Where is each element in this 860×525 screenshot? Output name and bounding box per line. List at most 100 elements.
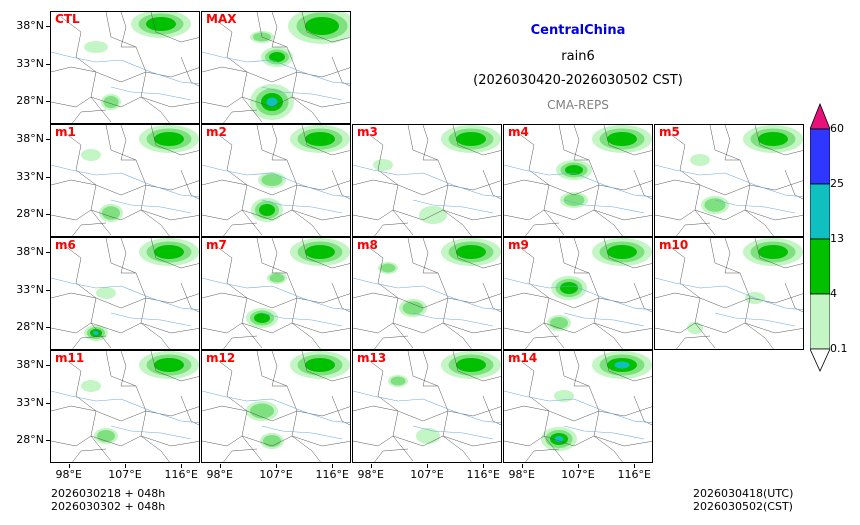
lon-tick-label: 98°E	[508, 468, 535, 481]
province-borders	[51, 351, 199, 462]
lat-tick	[46, 252, 50, 254]
rain-contour-1-lv1	[402, 301, 424, 315]
lat-tick-label: 33°N	[16, 169, 44, 183]
member-panel-m7: m7	[201, 237, 351, 350]
rain-contour-2-lv0	[96, 287, 116, 299]
member-panel-m6: m6	[50, 237, 200, 350]
chart-variable: rain6	[561, 49, 595, 64]
lat-tick-label: 28°N	[16, 320, 44, 334]
rain-contour-0-lv2	[456, 358, 486, 372]
precip-map	[504, 238, 652, 349]
lon-tick-label: 107°E	[259, 468, 293, 481]
member-label: m1	[55, 125, 76, 139]
rain-contour-2-lv0	[81, 149, 101, 161]
colorbar-segment-0	[810, 128, 830, 185]
colorbar-segment-2	[810, 238, 830, 295]
precip-map	[655, 125, 803, 236]
chart-model: CMA-REPS	[547, 98, 609, 112]
member-panel-m14: m14	[503, 350, 653, 463]
rain-contour-1-lv1	[102, 206, 120, 220]
lat-tick	[46, 63, 50, 65]
rain-contour-2-lv0	[690, 154, 710, 166]
precip-map	[51, 125, 199, 236]
rain-contour-0-lv3	[614, 361, 630, 369]
lon-tick	[125, 464, 126, 468]
footer-valid-times: 2026030418(UTC) 2026030502(CST)	[693, 487, 793, 513]
lat-tick-label: 28°N	[16, 433, 44, 447]
rain-contour-0-lv2	[154, 358, 184, 372]
footer-valid-cst: 2026030502(CST)	[693, 500, 793, 513]
colorbar-extend-min	[810, 348, 830, 372]
member-label: m12	[206, 351, 236, 365]
lon-tick	[68, 464, 70, 468]
lat-tick	[46, 327, 50, 329]
member-label: m6	[55, 238, 76, 252]
rain-contour-2-lv1	[380, 263, 396, 273]
member-label: m9	[508, 238, 529, 252]
rain-contour-0-lv2	[305, 17, 339, 35]
member-panel-m11: m11	[50, 350, 200, 463]
lat-tick	[46, 214, 50, 216]
province-borders	[655, 238, 803, 349]
lat-tick	[46, 139, 50, 141]
rain-contour-2-lv1	[550, 317, 568, 329]
lon-tick	[634, 464, 636, 468]
lon-tick-label: 107°E	[561, 468, 595, 481]
rain-contour-2-lv1	[563, 194, 585, 206]
rain-contour-2-lv0	[554, 390, 574, 402]
member-panel-m8: m8	[352, 237, 502, 350]
lat-tick	[46, 176, 50, 178]
member-panel-m4: m4	[503, 124, 653, 237]
precip-map	[51, 351, 199, 462]
rain-contour-1-lv2	[254, 313, 270, 323]
rain-contour-2-lv0	[81, 380, 101, 392]
colorbar	[810, 102, 830, 372]
rain-contour-0-lv2	[607, 132, 637, 146]
member-label: m2	[206, 125, 227, 139]
lat-tick-label: 33°N	[16, 56, 44, 70]
member-panel-m2: m2	[201, 124, 351, 237]
lat-tick-label: 28°N	[16, 207, 44, 221]
rain-contour-2-lv0	[84, 41, 108, 53]
member-label: m4	[508, 125, 529, 139]
colorbar-level-label: 13	[830, 232, 844, 245]
lon-tick-label: 116°E	[466, 468, 500, 481]
lon-tick-label: 116°E	[315, 468, 349, 481]
lat-tick	[46, 440, 50, 442]
precip-map	[51, 12, 199, 123]
lon-tick-label: 116°E	[617, 468, 651, 481]
lat-tick-label: 28°N	[16, 94, 44, 108]
lon-tick-label: 98°E	[206, 468, 233, 481]
lat-tick-label: 38°N	[16, 358, 44, 372]
member-label: m3	[357, 125, 378, 139]
province-borders	[51, 12, 199, 123]
footer-init-utc: 2026030218 + 048h	[51, 487, 166, 500]
lon-tick	[276, 464, 277, 468]
province-borders	[202, 238, 350, 349]
lon-tick-label: 116°E	[164, 468, 198, 481]
lat-tick	[46, 101, 50, 103]
lat-tick-label: 38°N	[16, 19, 44, 33]
province-borders	[655, 125, 803, 236]
rain-contour-0-lv2	[146, 17, 176, 31]
lat-tick-label: 38°N	[16, 245, 44, 259]
lon-tick-label: 107°E	[108, 468, 142, 481]
rain-contour-0-lv2	[154, 245, 184, 259]
province-borders	[51, 125, 199, 236]
member-label: CTL	[55, 12, 80, 26]
lon-tick	[578, 464, 579, 468]
rain-contour-0-lv2	[456, 245, 486, 259]
rain-contour-0-lv2	[456, 132, 486, 146]
precip-map	[353, 125, 501, 236]
rain-contour-1-lv1	[704, 198, 726, 212]
precip-map	[504, 125, 652, 236]
lat-tick-label: 33°N	[16, 282, 44, 296]
colorbar-level-label: 25	[830, 177, 844, 190]
member-label: m14	[508, 351, 538, 365]
rain-contour-0-lv2	[607, 245, 637, 259]
rain-contour-0-lv2	[305, 358, 335, 372]
lon-tick	[370, 464, 372, 468]
province-borders	[51, 238, 199, 349]
member-panel-ctl: CTL	[50, 11, 200, 124]
rain-contour-2-lv1	[261, 174, 283, 186]
